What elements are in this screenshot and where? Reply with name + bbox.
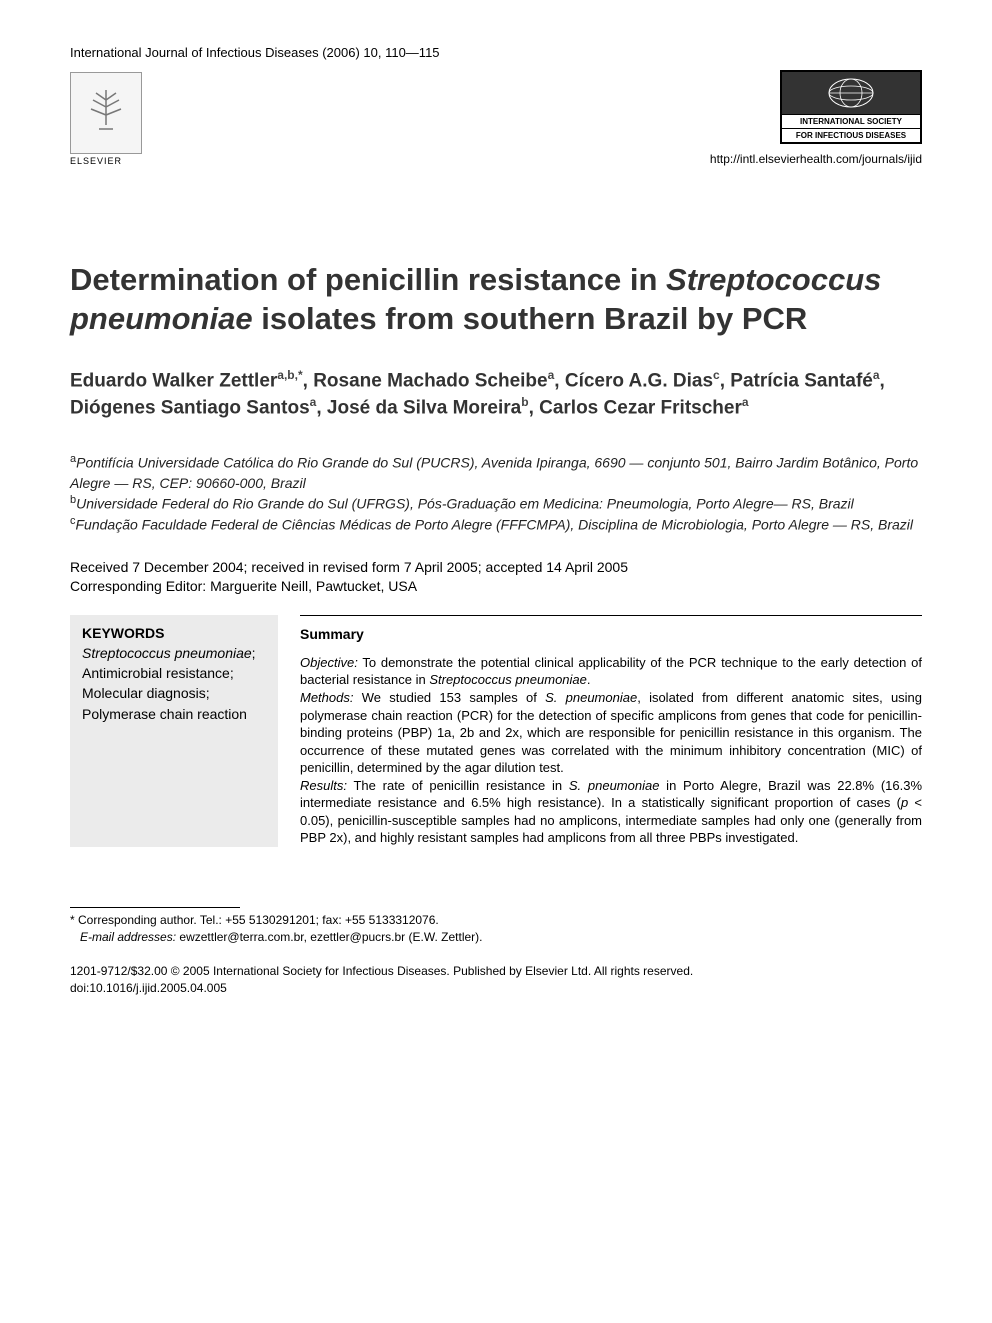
received-line: Received 7 December 2004; received in re…	[70, 558, 922, 578]
elsevier-logo	[70, 72, 142, 154]
affiliation-b: bUniversidade Federal do Rio Grande do S…	[70, 493, 922, 514]
article-title: Determination of penicillin resistance i…	[70, 261, 922, 339]
society-block: INTERNATIONAL SOCIETY FOR INFECTIOUS DIS…	[710, 70, 922, 166]
affiliation-a: aPontifícia Universidade Católica do Rio…	[70, 452, 922, 493]
elsevier-block: ELSEVIER	[70, 72, 142, 166]
affiliations: aPontifícia Universidade Católica do Rio…	[70, 452, 922, 535]
society-line2: FOR INFECTIOUS DISEASES	[782, 128, 920, 142]
globe-icon	[782, 72, 920, 114]
journal-citation: International Journal of Infectious Dise…	[70, 45, 440, 60]
corresponding-footnote: * Corresponding author. Tel.: +55 513029…	[70, 912, 922, 929]
society-logo: INTERNATIONAL SOCIETY FOR INFECTIOUS DIS…	[780, 70, 922, 144]
objective-end: .	[587, 672, 591, 687]
keywords-summary-row: KEYWORDS Streptococcus pneumoniae; Antim…	[70, 615, 922, 847]
results-text1: The rate of penicillin resistance in	[347, 778, 569, 793]
title-block: Determination of penicillin resistance i…	[70, 261, 922, 996]
email-label: E-mail addresses:	[80, 930, 176, 944]
footnotes: * Corresponding author. Tel.: +55 513029…	[70, 912, 922, 946]
keywords-box: KEYWORDS Streptococcus pneumoniae; Antim…	[70, 615, 278, 847]
header-logos: ELSEVIER INTERNATIONAL SOCIETY FOR INFEC…	[70, 70, 922, 166]
objective-italic: Streptococcus pneumoniae	[429, 672, 587, 687]
title-part2: isolates from southern Brazil by PCR	[253, 301, 808, 336]
journal-url[interactable]: http://intl.elsevierhealth.com/journals/…	[710, 152, 922, 166]
bottom-info: 1201-9712/$32.00 © 2005 International So…	[70, 963, 922, 995]
footnote-rule	[70, 907, 240, 908]
methods-italic: S. pneumoniae	[545, 690, 637, 705]
results-italic: S. pneumoniae	[569, 778, 660, 793]
title-part1: Determination of penicillin resistance i…	[70, 262, 657, 297]
article-page: International Journal of Infectious Dise…	[0, 0, 992, 1036]
affiliation-c: cFundação Faculdade Federal de Ciências …	[70, 514, 922, 535]
email-text: ewzettler@terra.com.br, ezettler@pucrs.b…	[176, 930, 482, 944]
elsevier-tree-icon	[81, 85, 131, 141]
keywords-italic: Streptococcus pneumoniae	[82, 645, 252, 661]
header-row: International Journal of Infectious Dise…	[70, 45, 922, 60]
summary-column: Summary Objective: To demonstrate the po…	[300, 615, 922, 847]
summary-heading: Summary	[300, 626, 922, 642]
methods-text1: We studied 153 samples of	[353, 690, 545, 705]
results-label: Results:	[300, 778, 347, 793]
editor-line: Corresponding Editor: Marguerite Neill, …	[70, 577, 922, 597]
authors: Eduardo Walker Zettlera,b,*, Rosane Mach…	[70, 367, 922, 423]
issn-line: 1201-9712/$32.00 © 2005 International So…	[70, 963, 922, 979]
society-line1: INTERNATIONAL SOCIETY	[782, 114, 920, 128]
summary-body: Objective: To demonstrate the potential …	[300, 654, 922, 847]
keywords-heading: KEYWORDS	[82, 625, 266, 641]
email-footnote: E-mail addresses: ewzettler@terra.com.br…	[70, 929, 922, 946]
keywords-list: Streptococcus pneumoniae; Antimicrobial …	[82, 643, 266, 724]
doi-line: doi:10.1016/j.ijid.2005.04.005	[70, 980, 922, 996]
objective-text: To demonstrate the potential clinical ap…	[300, 655, 922, 688]
methods-label: Methods:	[300, 690, 353, 705]
objective-label: Objective:	[300, 655, 358, 670]
history-block: Received 7 December 2004; received in re…	[70, 558, 922, 597]
elsevier-wordmark: ELSEVIER	[70, 156, 142, 166]
